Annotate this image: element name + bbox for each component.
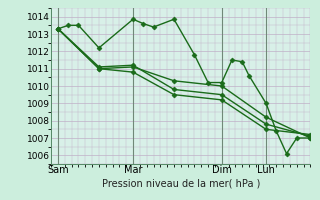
- X-axis label: Pression niveau de la mer( hPa ): Pression niveau de la mer( hPa ): [102, 178, 260, 188]
